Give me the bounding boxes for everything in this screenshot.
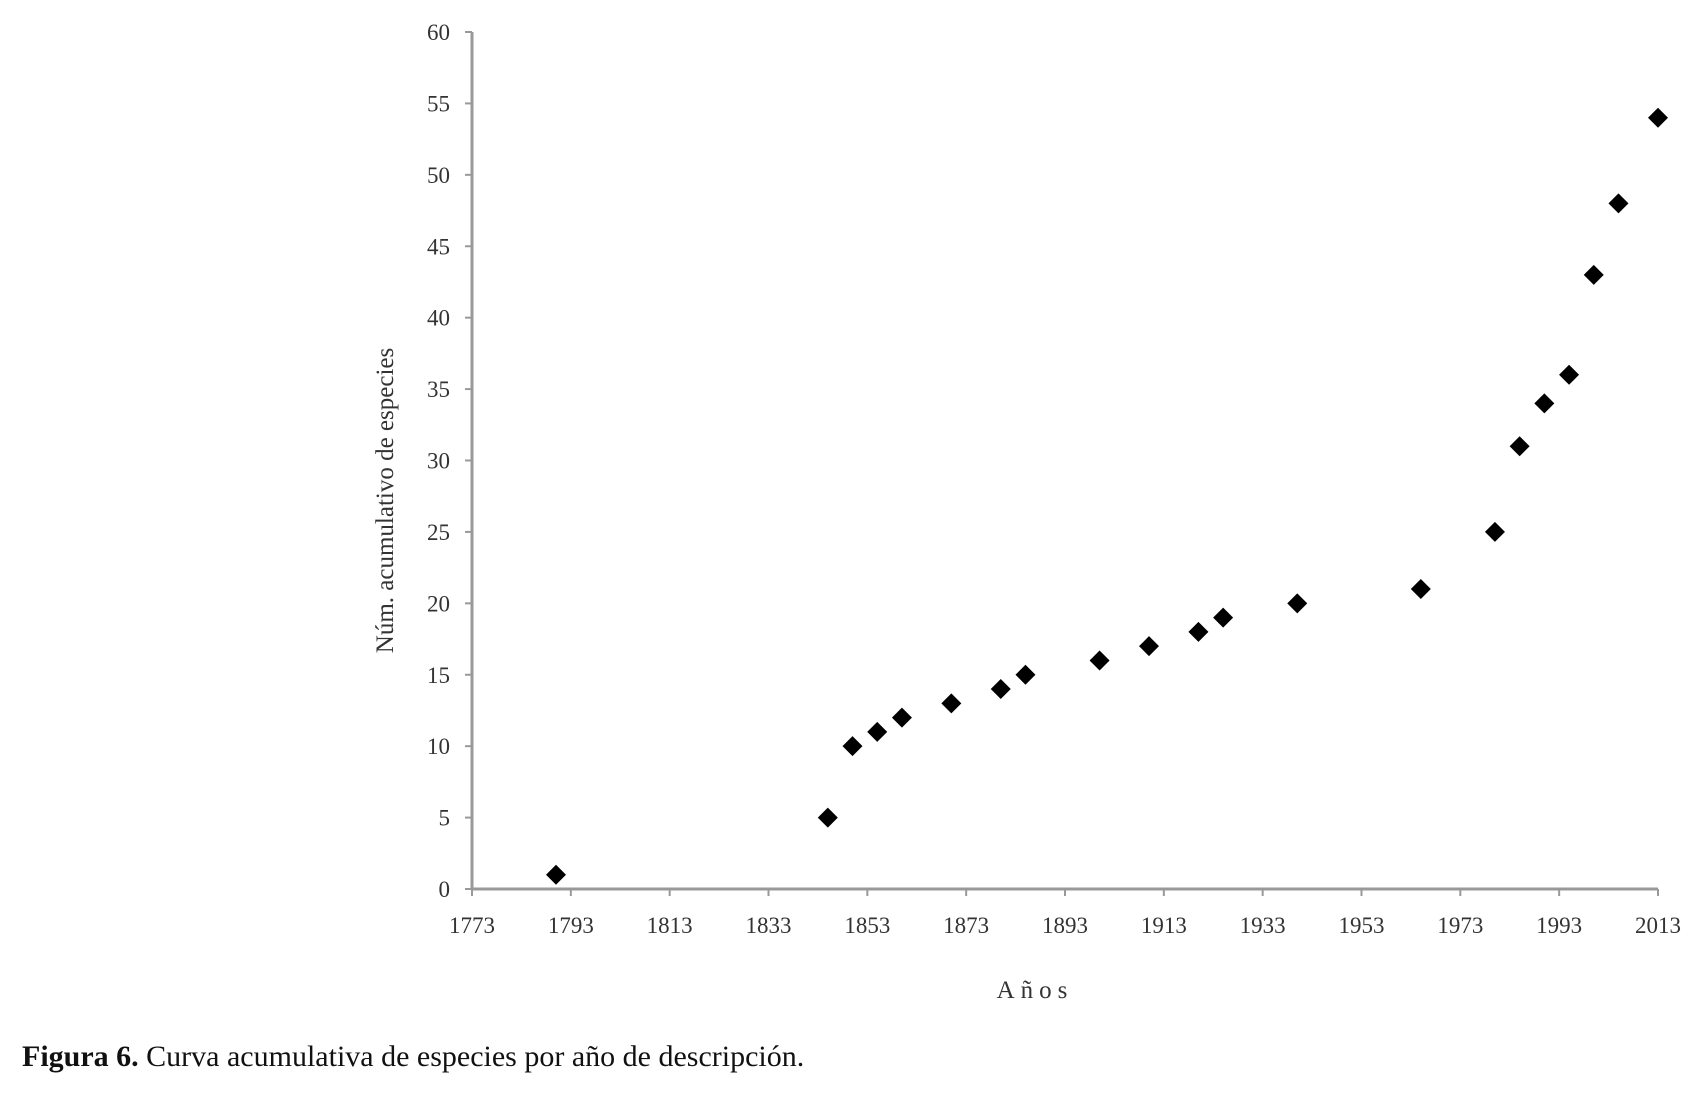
y-tick-label: 50 <box>427 163 450 188</box>
x-tick-label: 1993 <box>1536 913 1582 938</box>
x-tick-label: 1773 <box>449 913 495 938</box>
data-point <box>1583 264 1604 285</box>
data-point <box>817 807 838 828</box>
y-tick-label: 0 <box>439 877 451 902</box>
y-tick-label: 45 <box>427 234 450 259</box>
x-tick-label: 1793 <box>548 913 594 938</box>
y-tick-label: 20 <box>427 591 450 616</box>
x-tick-label: 1953 <box>1339 913 1385 938</box>
y-tick-label: 15 <box>427 663 450 688</box>
axes: 0 5 10 15 20 25 30 35 40 45 50 55 60 1773 1793 1813 1833… <box>427 20 1681 938</box>
y-tick-label: 55 <box>427 91 450 116</box>
data-point <box>1534 393 1555 414</box>
x-tick-label: 1893 <box>1042 913 1088 938</box>
data-point <box>1287 593 1308 614</box>
y-tick-label: 30 <box>427 449 450 474</box>
data-point <box>1015 664 1036 685</box>
y-tick-label: 10 <box>427 734 450 759</box>
data-point <box>842 736 863 757</box>
x-tick-label: 1813 <box>647 913 693 938</box>
x-tick-label: 1913 <box>1141 913 1187 938</box>
data-point <box>867 721 888 742</box>
data-point <box>891 707 912 728</box>
data-point <box>1648 107 1668 128</box>
y-tick-label: 35 <box>427 377 450 402</box>
y-tick-label: 5 <box>439 806 451 831</box>
data-point <box>1484 521 1505 542</box>
x-tick-label: 1933 <box>1240 913 1286 938</box>
y-axis-title: Núm. acumulativo de especies <box>372 348 399 653</box>
y-tick-label: 40 <box>427 306 450 331</box>
x-tick-label: 1833 <box>746 913 792 938</box>
x-tick-label: 1973 <box>1437 913 1483 938</box>
data-point <box>1509 436 1530 457</box>
caption-text: Curva acumulativa de especies por año de… <box>138 1040 805 1073</box>
data-point <box>1188 621 1209 642</box>
data-point <box>941 693 962 714</box>
data-point <box>1213 607 1234 628</box>
y-tick-label: 60 <box>427 20 450 45</box>
caption-label: Figura 6. <box>22 1040 139 1073</box>
x-tick-label: 1873 <box>943 913 989 938</box>
scatter-chart: 0 5 10 15 20 25 30 35 40 45 50 55 60 1773 1793 1813 1833… <box>372 20 1681 1004</box>
data-point <box>990 679 1011 700</box>
data-points <box>546 107 1668 885</box>
figure-caption: Figura 6. Curva acumulativa de especies … <box>22 1040 804 1074</box>
x-tick-label: 2013 <box>1635 913 1681 938</box>
data-point <box>1559 364 1580 385</box>
x-axis-title: Años <box>997 977 1074 1004</box>
data-point <box>1089 650 1110 671</box>
x-tick-label: 1853 <box>844 913 890 938</box>
data-point <box>1608 193 1629 214</box>
data-point <box>546 864 567 885</box>
data-point <box>1139 636 1160 657</box>
y-tick-label: 25 <box>427 520 450 545</box>
data-point <box>1410 579 1431 600</box>
